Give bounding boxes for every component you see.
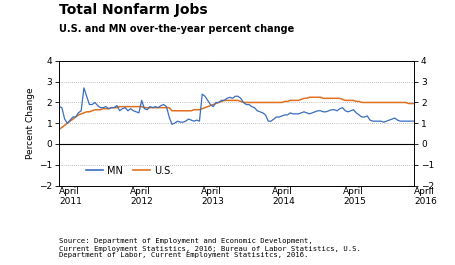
Y-axis label: Percent Change: Percent Change — [26, 87, 35, 159]
Text: Source: Department of Employment and Economic Development,
Current Employment St: Source: Department of Employment and Eco… — [59, 238, 361, 258]
Legend: MN, U.S.: MN, U.S. — [82, 162, 177, 179]
Text: Total Nonfarm Jobs: Total Nonfarm Jobs — [59, 3, 208, 17]
Text: U.S. and MN over-the-year percent change: U.S. and MN over-the-year percent change — [59, 24, 294, 34]
